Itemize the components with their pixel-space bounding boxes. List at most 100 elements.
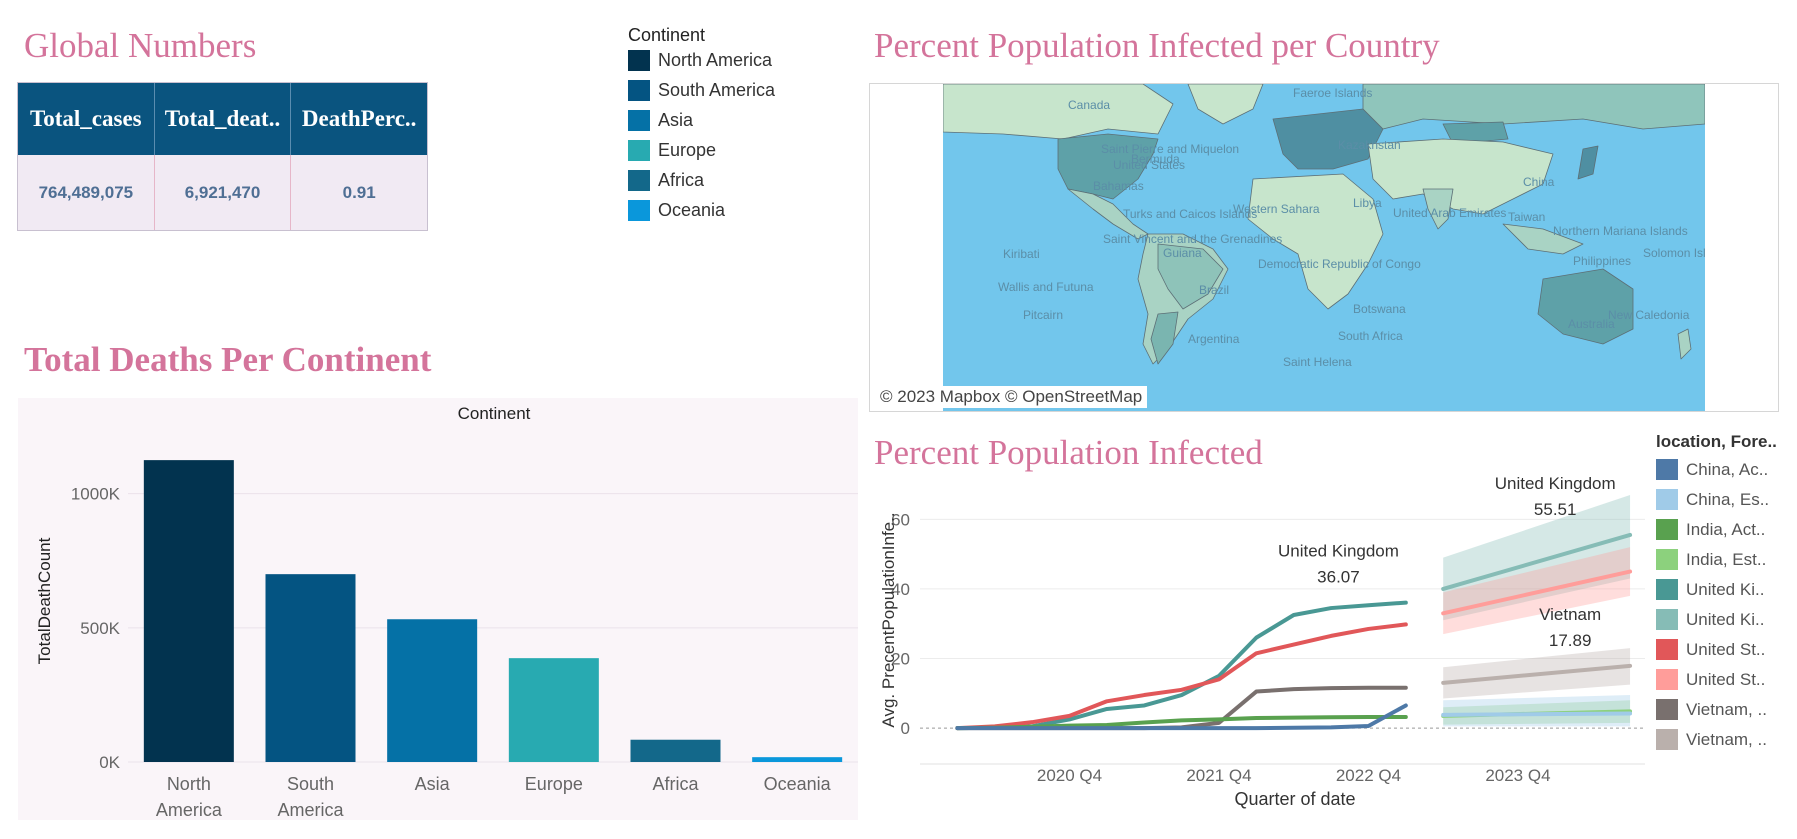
legend-item-asia[interactable]: Asia <box>628 110 693 131</box>
land-canada <box>943 84 1174 140</box>
table-header-row: Total_cases Total_deat.. DeathPerc.. <box>18 83 427 155</box>
legend-label: Africa <box>658 170 705 190</box>
annotation-name: United Kingdom <box>1495 474 1616 493</box>
y-tick-label: 40 <box>891 580 910 599</box>
land-se-asia <box>1502 223 1584 255</box>
map-attribution[interactable]: © 2023 Mapbox © OpenStreetMap <box>875 386 1148 408</box>
map-label-saint-pierre-and-miquelon: Saint Pierre and Miquelon <box>1101 142 1240 156</box>
actual-line-china[interactable] <box>955 703 1408 731</box>
legend-swatch <box>1656 489 1678 510</box>
legend-swatch <box>1656 699 1678 720</box>
location-legend-item[interactable]: United St.. <box>1656 639 1765 660</box>
legend-label: China, Ac.. <box>1686 459 1769 479</box>
infection-chart-title: Percent Population Infected <box>874 433 1263 472</box>
legend-label: North America <box>658 50 773 70</box>
location-legend-item[interactable]: China, Ac.. <box>1656 459 1768 480</box>
map-label-china: China <box>1523 175 1555 189</box>
map-label-democratic-republic-of-congo: Democratic Republic of Congo <box>1258 257 1421 271</box>
world-map[interactable]: Canada Faeroe Islands Kazakhstan China Unite… <box>943 84 1705 411</box>
forecast-line-united-states[interactable] <box>1441 569 1633 616</box>
forecast-line-china[interactable] <box>1441 711 1633 717</box>
x-tick-label: 2020 Q4 <box>1037 766 1102 785</box>
legend-label: United Ki.. <box>1686 609 1765 629</box>
land-japan <box>1577 145 1599 180</box>
legend-item-south-america[interactable]: South America <box>628 80 775 101</box>
x-tick-label: 2022 Q4 <box>1336 766 1401 785</box>
location-legend-item[interactable]: China, Es.. <box>1656 489 1769 510</box>
land-greenland <box>1187 84 1264 125</box>
value-death-percentage[interactable]: 0.91 <box>342 182 376 202</box>
bar-chart-header: Continent <box>458 404 531 423</box>
map-title: Percent Population Infected per Country <box>874 26 1440 65</box>
legend-label: Vietnam, .. <box>1686 729 1767 749</box>
legend-swatch <box>628 80 650 101</box>
land-russia <box>1362 84 1705 130</box>
legend-label: China, Es.. <box>1686 489 1770 509</box>
location-legend-item[interactable]: India, Act.. <box>1656 519 1765 540</box>
map-label-philippines: Philippines <box>1573 254 1632 268</box>
y-tick-label: 0K <box>99 753 120 772</box>
forecast-line-united-kingdom[interactable] <box>1441 532 1633 591</box>
land-new-zealand <box>1677 328 1692 360</box>
map-label-western-sahara: Western Sahara <box>1233 202 1320 216</box>
map-label-guiana: Guiana <box>1163 246 1202 260</box>
bar-asia[interactable] <box>387 619 478 762</box>
legend-item-north-america[interactable]: North America <box>628 50 772 71</box>
legend-swatch <box>628 140 650 161</box>
legend-label: India, Est.. <box>1686 549 1767 569</box>
legend-swatch <box>1656 609 1678 630</box>
map-label-brazil: Brazil <box>1199 283 1230 297</box>
y-tick-label: 500K <box>80 619 120 638</box>
x-tick-label: South <box>287 774 334 794</box>
value-total-cases[interactable]: 764,489,075 <box>18 155 155 230</box>
map-label-kazakhstan: Kazakhstan <box>1338 138 1401 152</box>
map-label-botswana: Botswana <box>1353 302 1406 316</box>
land-australia <box>1537 268 1634 345</box>
bar-north-america[interactable] <box>143 460 234 762</box>
x-tick-label: Europe <box>525 774 583 794</box>
location-legend-item[interactable]: United St.. <box>1656 669 1765 690</box>
value-total-deaths[interactable]: 6,921,470 <box>155 155 292 230</box>
annotation-value: 17.89 <box>1549 631 1592 650</box>
forecast-line-vietnam[interactable] <box>1441 663 1633 685</box>
location-legend-item[interactable]: Vietnam, .. <box>1656 729 1767 750</box>
x-tick-label: America <box>277 800 344 820</box>
forecast-band-united-kingdom <box>1443 495 1631 621</box>
header-death-percentage[interactable]: DeathPerc.. <box>301 106 417 131</box>
map-label-bahamas: Bahamas <box>1093 179 1144 193</box>
deaths-bar-chart: Continent 0K 500K 1000K TotalDeathCount North… <box>35 404 858 820</box>
map-label-saint-helena: Saint Helena <box>1283 355 1352 369</box>
legend-label: Vietnam, .. <box>1686 699 1767 719</box>
legend-item-africa[interactable]: Africa <box>628 170 704 191</box>
legend-label: United Ki.. <box>1686 579 1765 599</box>
y-tick-label: 20 <box>891 650 910 669</box>
infection-line-chart: 0 20 40 60 2020 Q4 2021 Q4 2022 Q4 2023 Q4 Quart… <box>879 474 1645 809</box>
map-label-kiribati: Kiribati <box>1003 247 1040 261</box>
header-total-cases[interactable]: Total_cases <box>18 83 155 155</box>
map-label-northern-mariana-islands: Northern Mariana Islands <box>1553 224 1688 238</box>
bar-africa[interactable] <box>630 739 721 762</box>
legend-swatch <box>1656 729 1678 750</box>
legend-swatch <box>628 170 650 191</box>
x-tick-label: 2023 Q4 <box>1485 766 1550 785</box>
legend-label: Oceania <box>658 200 726 220</box>
actual-line-united-states[interactable] <box>955 622 1408 731</box>
bar-south-america[interactable] <box>265 574 356 762</box>
location-legend-item[interactable]: United Ki.. <box>1656 609 1764 630</box>
actual-line-united-kingdom[interactable] <box>955 600 1408 731</box>
legend-label: Asia <box>658 110 694 130</box>
legend-label: United St.. <box>1686 639 1766 659</box>
table-row: 764,489,075 6,921,470 0.91 <box>18 155 427 230</box>
land-africa <box>1247 173 1384 310</box>
global-numbers-table: Total_cases Total_deat.. DeathPerc.. 764… <box>17 82 428 231</box>
legend-item-europe[interactable]: Europe <box>628 140 716 161</box>
legend-label: South America <box>658 80 776 100</box>
location-legend-item[interactable]: Vietnam, .. <box>1656 699 1767 720</box>
y-tick-label: 0 <box>901 719 910 738</box>
legend-item-oceania[interactable]: Oceania <box>628 200 725 221</box>
bar-oceania[interactable] <box>752 757 843 762</box>
location-legend-item[interactable]: India, Est.. <box>1656 549 1766 570</box>
header-total-deaths[interactable]: Total_deat.. <box>155 83 292 155</box>
bar-europe[interactable] <box>508 658 599 762</box>
location-legend-item[interactable]: United Ki.. <box>1656 579 1764 600</box>
